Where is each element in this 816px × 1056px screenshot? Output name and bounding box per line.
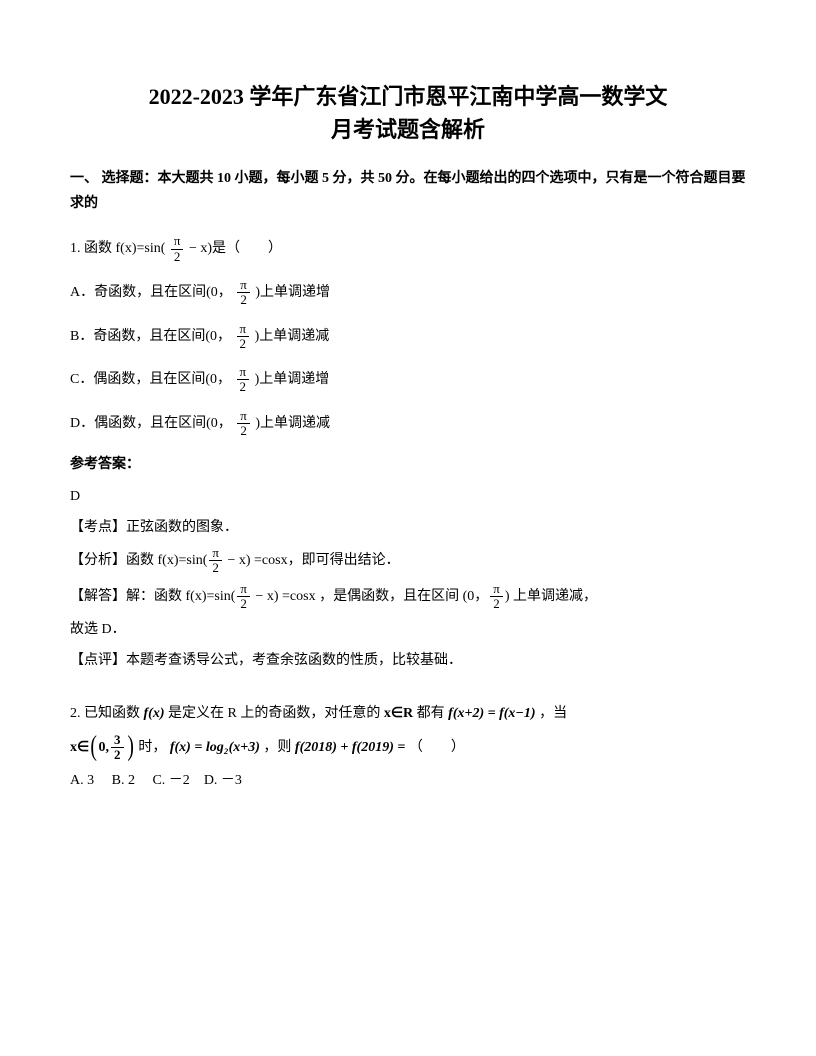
q1-solve: 【解答】解：函数 f(x)=sin(π2 − x) =cosx ，是偶函数，且在…: [70, 582, 746, 612]
interval-a: 0,: [99, 740, 110, 755]
q2-l2-post: （ ）: [409, 740, 465, 755]
q1-b-post: )上单调递减: [255, 329, 330, 344]
eq-fx2-fx1: f(x+2) = f(x−1): [448, 706, 535, 721]
q2-option-d: D. －3: [204, 773, 242, 788]
sum-expr: f(2018) + f(2019) =: [295, 740, 405, 755]
pi-over-2-icon: π2: [171, 234, 184, 264]
comment-text: 本题考查诱导公式，考查余弦函数的性质，比较基础．: [126, 653, 462, 668]
q2-l2-pre: 时，: [138, 740, 166, 755]
q2-line2: x∈(0,32) 时， f(x) = log₂(x+3) ，则 f(2018) …: [70, 733, 746, 763]
q1-solve-end: 故选 D．: [70, 617, 746, 642]
q1-stem-post: − x)是（ ）: [189, 241, 282, 256]
q1-a-pre: A．奇函数，且在区间(0，: [70, 285, 232, 300]
formula-fx-lead: f(x)=sin(: [158, 553, 208, 568]
pi-over-2-icon: π2: [209, 546, 222, 576]
q1-comment: 【点评】本题考查诱导公式，考查余弦函数的性质，比较基础．: [70, 648, 746, 673]
log-expr: f(x) = log₂(x+3): [170, 740, 260, 755]
interval-inner: 0,32: [99, 733, 126, 763]
q1-point: 【考点】正弦函数的图象．: [70, 515, 746, 540]
analysis-mid: =cosx，即可得出结论．: [254, 553, 400, 568]
formula-fx-end: − x): [224, 553, 251, 568]
q1-stem-pre: 1. 函数 f(x)=sin(: [70, 241, 165, 256]
point-text: 正弦函数的图象．: [126, 520, 238, 535]
q2-mid1: 是定义在 R 上的奇函数，对任意的: [168, 706, 380, 721]
solve-label: 【解答】: [70, 589, 126, 604]
q1-answer: D: [70, 484, 746, 509]
q2-mid2: 都有: [417, 706, 445, 721]
formula-fx: f(x)=sin(π2 − x): [186, 582, 279, 612]
q1-b-pre: B．奇函数，且在区间(0，: [70, 329, 231, 344]
pi-over-2-icon: π2: [490, 582, 503, 612]
q1-option-c: C．偶函数，且在区间(0， π2 )上单调递增: [70, 365, 746, 395]
pi-over-2-icon: π2: [237, 582, 250, 612]
interval-0-pi2: (0，π2): [463, 582, 510, 612]
right-paren-icon: ): [127, 733, 134, 761]
q2-mid3: ，当: [539, 706, 567, 721]
left-paren-icon: (: [91, 733, 98, 761]
pi-over-2-icon: π2: [237, 409, 250, 439]
section-1-heading: 一、 选择题：本大题共 10 小题，每小题 5 分，共 50 分。在每小题给出的…: [70, 166, 746, 216]
pi-over-2-icon: π2: [237, 365, 250, 395]
interval-x: x∈(0,32): [70, 733, 135, 763]
formula-fx: f(x)=sin(π2 − x): [158, 546, 251, 576]
q1-option-b: B．奇函数，且在区间(0， π2 )上单调递减: [70, 322, 746, 352]
q2-option-b: B. 2: [112, 773, 135, 788]
q1-c-pre: C．偶函数，且在区间(0，: [70, 372, 231, 387]
comment-label: 【点评】: [70, 653, 126, 668]
formula-fx-lead: f(x)=sin(: [186, 589, 236, 604]
x-in-r: x∈R: [384, 706, 413, 721]
q2-pre: 2. 已知函数: [70, 706, 140, 721]
point-label: 【考点】: [70, 520, 126, 535]
q1-d-post: )上单调递减: [255, 416, 330, 431]
q2-option-c: C. －2: [152, 773, 189, 788]
title-line-2: 月考试题含解析: [331, 117, 485, 142]
solve-pre: 解：函数: [126, 589, 182, 604]
q1-analysis: 【分析】函数 f(x)=sin(π2 − x) =cosx，即可得出结论．: [70, 546, 746, 576]
title-line-1: 2022-2023 学年广东省江门市恩平江南中学高一数学文: [149, 84, 668, 109]
answer-label: 参考答案：: [70, 452, 746, 477]
q1-option-d: D．偶函数，且在区间(0， π2 )上单调递减: [70, 409, 746, 439]
analysis-pre: 函数: [126, 553, 154, 568]
solve-mid: =cosx ，是偶函数，且在区间: [282, 589, 459, 604]
pi-over-2-icon: π2: [237, 322, 250, 352]
fx-icon: f(x): [144, 706, 165, 721]
solve-post: 上单调递减，: [513, 589, 597, 604]
pi-over-2-icon: π2: [237, 278, 250, 308]
interval-lead: x∈: [70, 740, 89, 755]
q1-d-pre: D．偶函数，且在区间(0，: [70, 416, 232, 431]
q1-a-post: )上单调递增: [255, 285, 330, 300]
q1-option-a: A．奇函数，且在区间(0， π2 )上单调递增: [70, 278, 746, 308]
q2-options: A. 3 B. 2 C. －2 D. －3: [70, 768, 746, 793]
formula-fx-end: − x): [252, 589, 279, 604]
q2-l2-mid: ，则: [263, 740, 291, 755]
question-1: 1. 函数 f(x)=sin( π2 − x)是（ ）: [70, 234, 746, 264]
question-2: 2. 已知函数 f(x) 是定义在 R 上的奇函数，对任意的 x∈R 都有 f(…: [70, 701, 746, 726]
analysis-label: 【分析】: [70, 553, 126, 568]
q2-option-a: A. 3: [70, 773, 94, 788]
q1-c-post: )上单调递增: [255, 372, 330, 387]
three-halves-icon: 32: [111, 733, 124, 763]
